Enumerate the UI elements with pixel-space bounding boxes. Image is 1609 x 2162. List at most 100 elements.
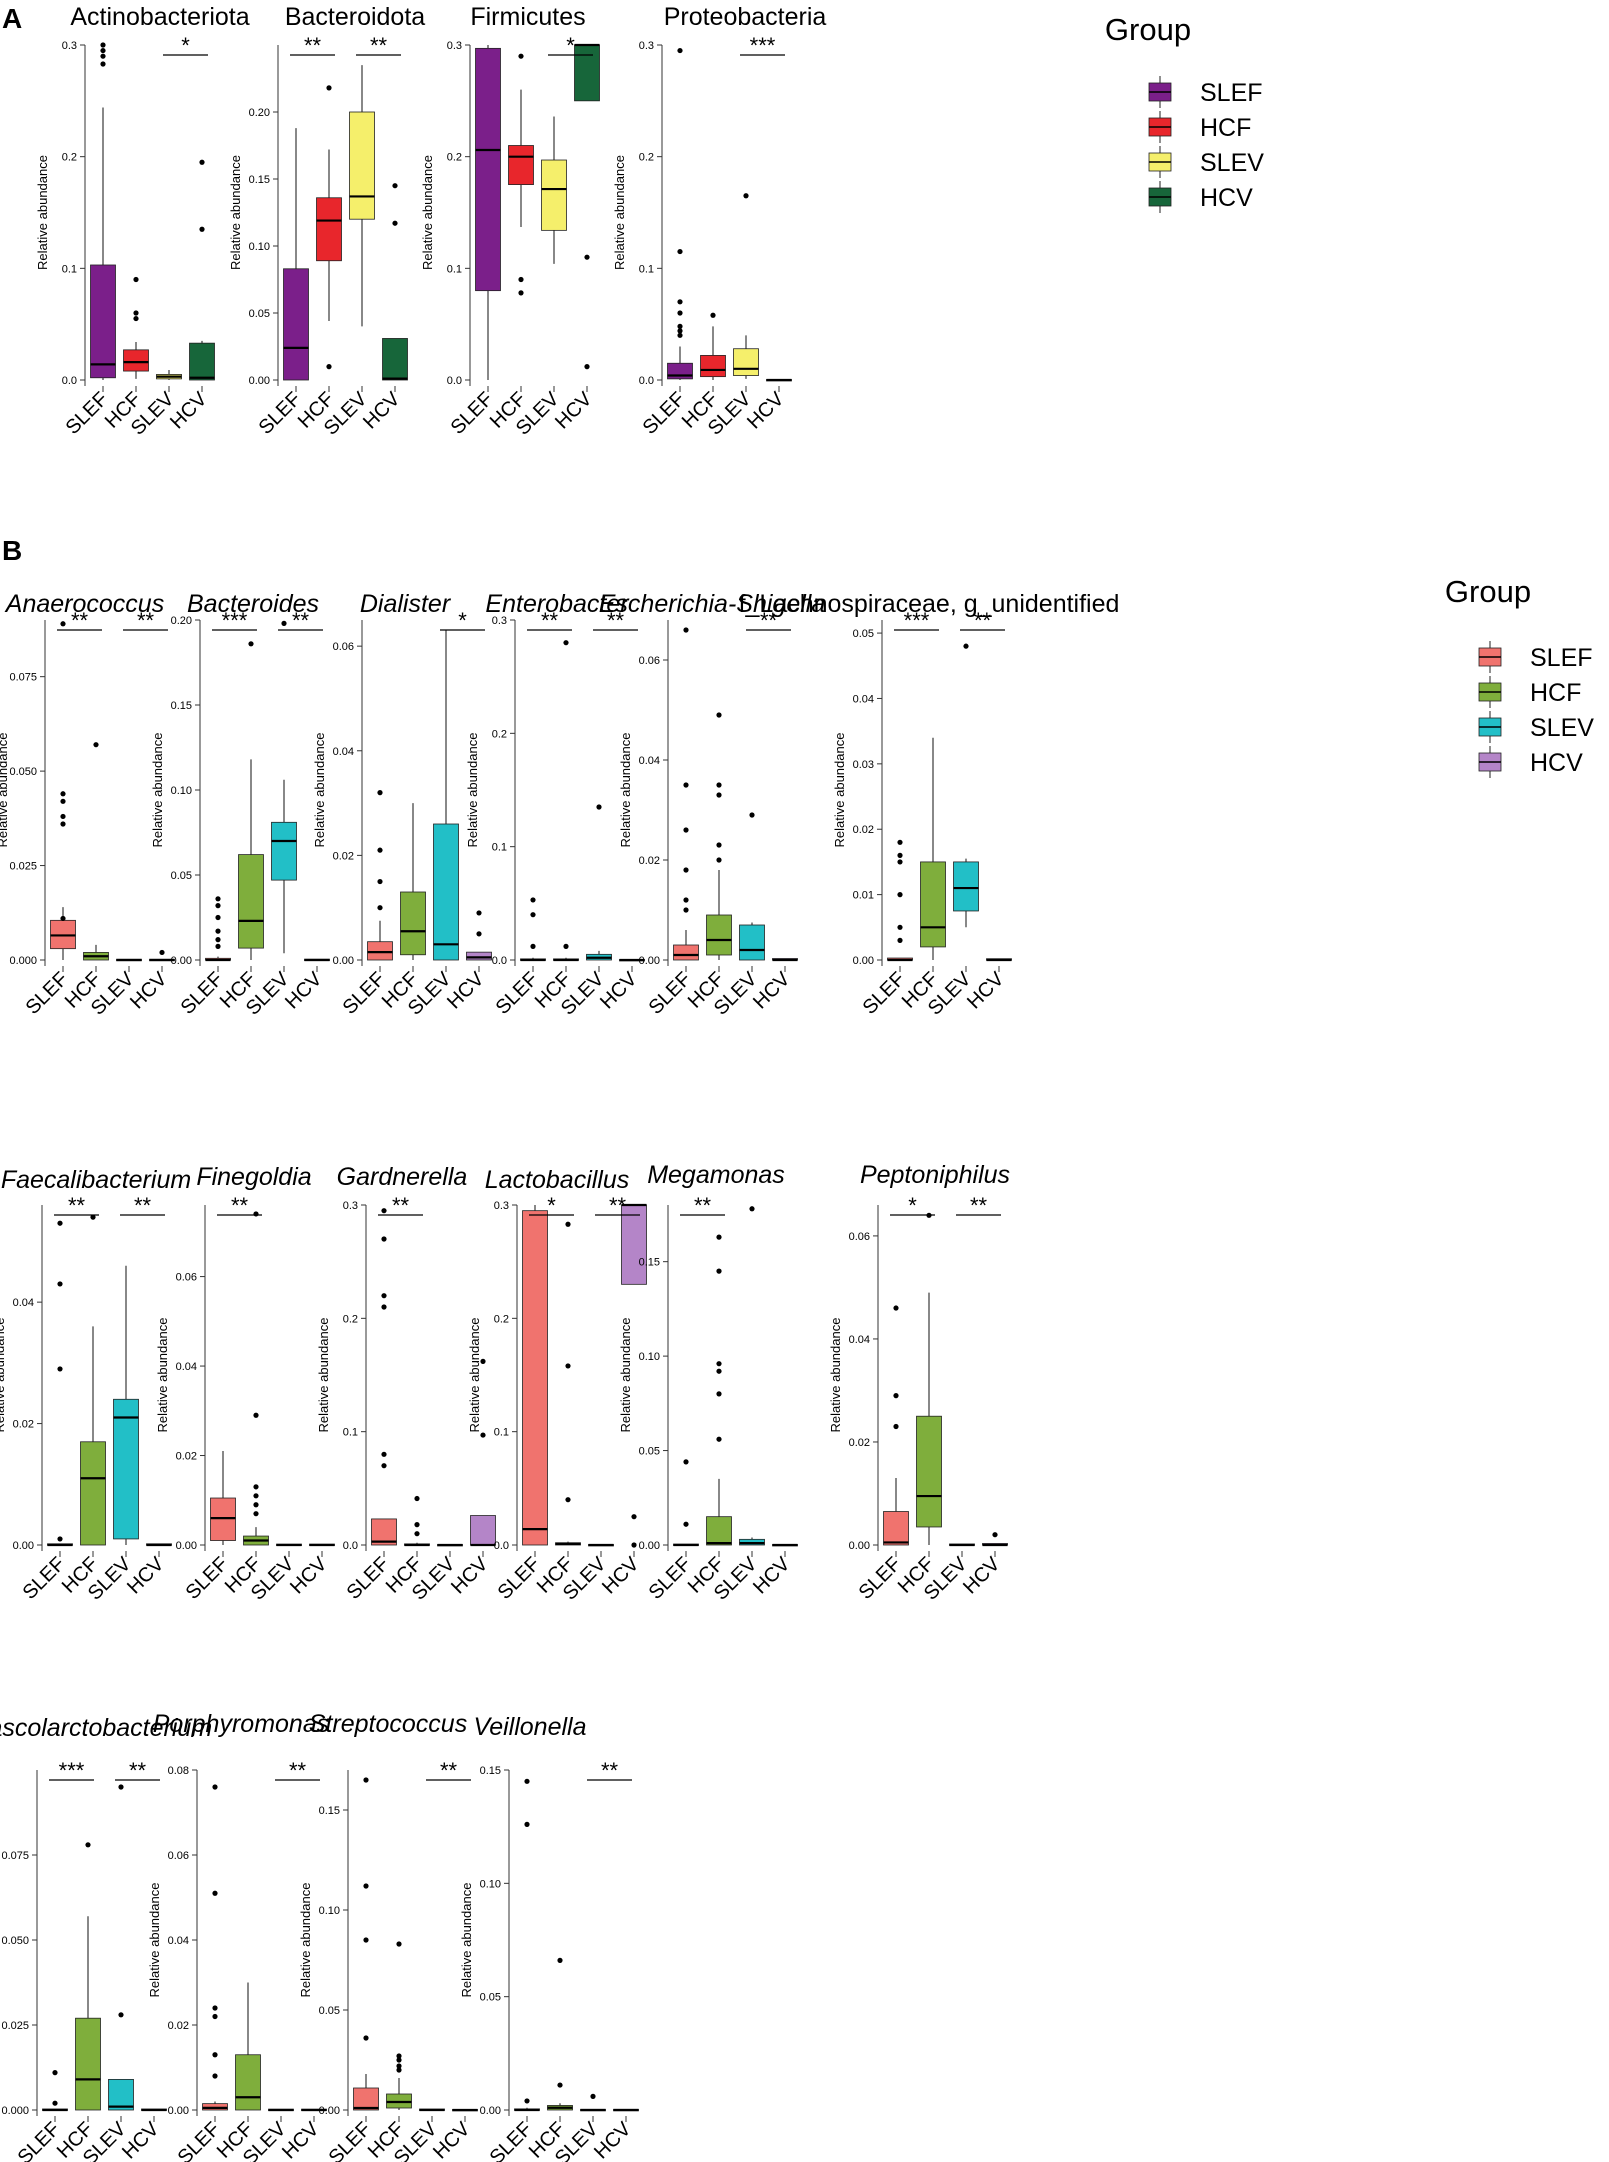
box-hcv [574, 43, 600, 370]
x-tick-label: HCV [118, 2118, 164, 2162]
outlier-point [381, 1463, 387, 1469]
box-iqr [271, 821, 297, 881]
box-iqr [508, 145, 534, 185]
box-slef [371, 1208, 397, 1546]
box-iqr [739, 924, 765, 961]
outlier-point [215, 914, 221, 921]
box-slef [210, 1451, 236, 1545]
outlier-point [381, 1293, 387, 1299]
outlier-point [683, 897, 689, 903]
significance-label: *** [222, 608, 248, 633]
outlier-point [716, 1268, 722, 1274]
outlier-point [743, 193, 749, 199]
y-tick-label: 0.15 [249, 174, 270, 186]
plot-finegoldia: Finegoldia 0.00 0.02 0.04 0.06 Relative abund… [155, 1163, 335, 1605]
outlier-point [677, 332, 683, 338]
box-hcf [386, 1941, 412, 2110]
y-tick-label: 0.10 [480, 1878, 501, 1890]
y-tick-label: 0.1 [62, 263, 77, 275]
y-tick-label: 0.04 [168, 1935, 189, 1947]
legend-label: HCV [1530, 749, 1583, 777]
box-hcf [75, 1842, 101, 2111]
significance-label: ** [304, 33, 322, 58]
y-tick-label: 0.06 [639, 655, 660, 667]
significance-label: ** [134, 1193, 152, 1218]
significance-label: ** [370, 33, 388, 58]
plot-title: Bacteroidota [285, 3, 425, 31]
box-hcv [466, 910, 492, 961]
outlier-point [363, 2035, 369, 2041]
outlier-point [716, 1234, 722, 1240]
significance-label: * [566, 33, 575, 58]
plot-bacteroides: Bacteroides 0.00 0.05 0.10 0.15 0.20 Relative … [150, 590, 330, 1020]
y-axis-label: Relative abundance [147, 1883, 162, 1998]
outlier-point [677, 310, 683, 316]
outlier-point [476, 910, 482, 916]
legend-label: HCF [1530, 679, 1581, 707]
y-tick-label: 0.02 [176, 1451, 197, 1463]
box-slev [113, 1265, 139, 1545]
outlier-point [716, 842, 722, 848]
outlier-point [363, 1883, 369, 1889]
box-slef [283, 128, 309, 381]
y-tick-label: 0.3 [343, 1200, 358, 1212]
outlier-point [518, 290, 524, 296]
x-tick-label: SLEF [174, 2118, 225, 2162]
y-tick-label: 0.2 [494, 1313, 509, 1325]
legend-label: HCF [1200, 114, 1251, 142]
outlier-point [716, 792, 722, 798]
x-tick-label: HCV [443, 968, 489, 1014]
outlier-point [992, 1532, 998, 1538]
outlier-point [60, 798, 66, 804]
x-tick-label: HCV [281, 968, 327, 1014]
y-tick-label: 0.02 [13, 1419, 34, 1431]
outlier-point [363, 1937, 369, 1943]
significance-label: ** [609, 1193, 627, 1218]
box-hcf [316, 85, 342, 370]
y-tick-label: 0.1 [639, 263, 654, 275]
y-tick-label: 0.08 [168, 1765, 189, 1777]
plot-veillonella: Veillonella 0.00 0.05 0.10 0.15 Relative abun… [459, 1713, 639, 2162]
outlier-point [631, 1542, 637, 1548]
y-tick-label: 0.05 [853, 628, 874, 640]
outlier-point [414, 1495, 420, 1502]
outlier-point [897, 937, 903, 943]
box-hcf [700, 312, 726, 380]
plot-title: Peptoniphilus [860, 1161, 1010, 1189]
significance-label: ** [970, 1193, 988, 1218]
y-tick-label: 0.000 [1, 2105, 29, 2117]
y-axis-label: Relative abundance [0, 1883, 2, 1998]
x-tick-label: HCV [126, 968, 172, 1014]
box-iqr [475, 47, 501, 292]
outlier-point [596, 804, 602, 810]
outlier-point [584, 254, 590, 260]
box-iqr [953, 861, 979, 912]
plot-peptoniphilus: Peptoniphilus 0.00 0.02 0.04 0.06 Relative ab… [828, 1161, 1010, 1605]
outlier-point [396, 2063, 402, 2069]
y-tick-label: 0.00 [639, 955, 660, 967]
legend-panel-a: Group SLEF HCF SLEV HCV [1105, 12, 1264, 213]
plot-title: Enterobacter [485, 590, 630, 618]
outlier-point [476, 931, 482, 937]
outlier-point [716, 782, 722, 788]
outlier-point [897, 852, 903, 858]
box-iqr [466, 951, 492, 961]
y-axis-label: Relative abundance [618, 733, 633, 848]
legend-title: Group [1105, 12, 1191, 47]
plot-title: Finegoldia [196, 1163, 311, 1191]
box-slev [268, 2108, 294, 2112]
box-iqr [883, 1511, 909, 1546]
outlier-point [683, 827, 689, 833]
box-iqr [283, 268, 309, 381]
significance-label: * [547, 1193, 556, 1218]
y-axis-label: Relative abundance [459, 1883, 474, 1998]
y-tick-label: 0.04 [176, 1361, 197, 1373]
significance-label: ** [974, 608, 992, 633]
outlier-point [377, 878, 383, 885]
box-iqr [80, 1441, 106, 1546]
box-slev [580, 2093, 606, 2112]
outlier-point [590, 2093, 596, 2099]
y-tick-label: 0.00 [249, 375, 270, 387]
panel-label-b: B [2, 535, 22, 566]
